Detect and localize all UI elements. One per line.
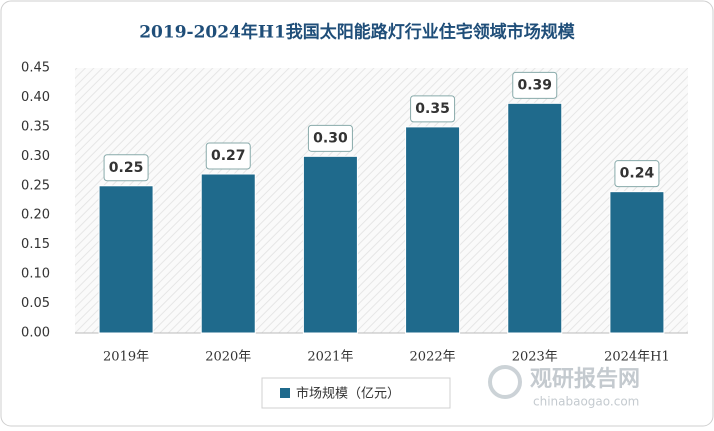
value-label-box: [205, 142, 251, 170]
y-tick-label: 0.40: [21, 90, 50, 105]
x-tick-label: 2019年: [103, 350, 149, 365]
chart-title: 2019-2024年H1我国太阳能路灯行业住宅领域市场规模: [139, 22, 576, 43]
value-label: 0.35: [415, 101, 450, 117]
legend-swatch: [280, 388, 290, 398]
bar: [98, 185, 154, 334]
plot-area: [75, 68, 688, 333]
y-tick-label: 0.20: [21, 208, 50, 223]
y-tick-label: 0.00: [21, 326, 50, 341]
watermark-url: chinabaogao.com: [533, 395, 639, 409]
x-tick-label: 2023年: [512, 350, 558, 365]
value-label-box: [410, 95, 456, 123]
y-tick-label: 0.05: [21, 296, 50, 311]
bar: [200, 173, 256, 334]
value-label: 0.30: [313, 130, 348, 146]
x-tick-label: 2024年H1: [604, 350, 670, 365]
value-label-box: [512, 71, 558, 99]
value-label: 0.27: [211, 148, 246, 164]
bar: [609, 191, 665, 334]
bar: [507, 102, 563, 334]
value-label: 0.24: [620, 166, 655, 182]
y-tick-label: 0.25: [21, 178, 50, 193]
y-tick-label: 0.10: [21, 267, 50, 282]
bar: [405, 126, 461, 334]
y-tick-label: 0.15: [21, 237, 50, 252]
y-tick-label: 0.30: [21, 149, 50, 164]
x-tick-label: 2022年: [410, 350, 456, 365]
x-tick-label: 2020年: [205, 350, 251, 365]
watermark-logo: [488, 365, 522, 399]
watermark: 观研报告网 chinabaogao.com: [488, 365, 640, 409]
legend-label: 市场规模（亿元）: [296, 386, 400, 402]
watermark-name: 观研报告网: [530, 367, 640, 392]
value-label: 0.25: [109, 160, 144, 176]
value-label-box: [103, 154, 149, 182]
y-tick-label: 0.35: [21, 119, 50, 134]
value-label-box: [614, 160, 660, 188]
value-label-box: [307, 124, 353, 152]
value-label: 0.39: [517, 77, 552, 93]
y-tick-label: 0.45: [21, 61, 50, 76]
legend-box: [261, 377, 451, 409]
bar: [302, 155, 358, 334]
x-tick-label: 2021年: [307, 350, 353, 365]
